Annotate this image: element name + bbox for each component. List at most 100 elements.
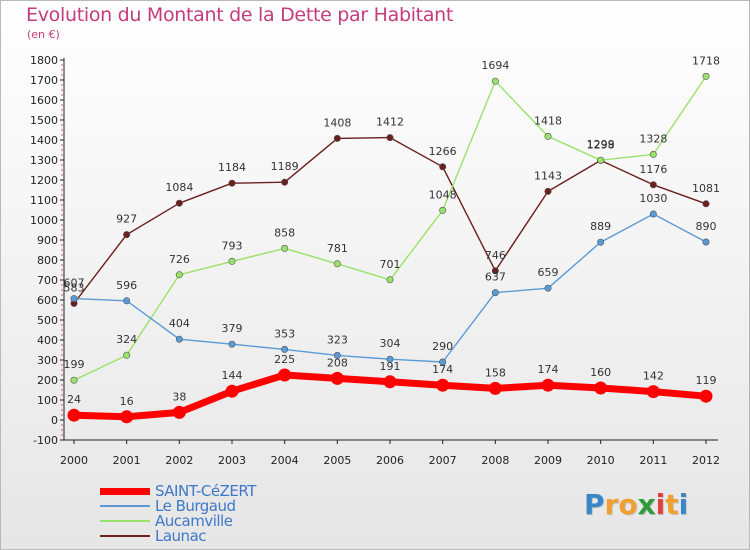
- data-point: [439, 206, 447, 214]
- legend-label: Aucamville: [155, 512, 233, 530]
- data-point: [544, 187, 552, 195]
- y-tick-label: 0: [51, 414, 58, 427]
- y-tick-label: 700: [37, 274, 58, 287]
- y-tick-label: -100: [33, 434, 58, 447]
- legend-swatch: [100, 505, 150, 507]
- x-tick-label: 2003: [218, 454, 246, 467]
- data-label: 160: [590, 366, 611, 379]
- x-tick-label: 2000: [60, 454, 88, 467]
- data-point: [491, 267, 499, 275]
- data-label: 199: [64, 358, 85, 371]
- data-point: [594, 381, 608, 395]
- legend-label: Launac: [155, 527, 207, 545]
- y-tick-label: 1500: [30, 114, 58, 127]
- y-tick-label: 1300: [30, 154, 58, 167]
- x-tick-label: 2004: [271, 454, 299, 467]
- data-label: 191: [380, 360, 401, 373]
- data-label: 927: [116, 213, 137, 226]
- proxiti-logo: Proxiti: [584, 488, 688, 521]
- data-label: 225: [274, 353, 295, 366]
- x-tick-label: 2005: [323, 454, 351, 467]
- data-label: 890: [696, 220, 717, 233]
- data-point: [386, 134, 394, 142]
- data-label: 1418: [534, 114, 562, 127]
- data-point: [386, 355, 394, 363]
- data-label: 1048: [429, 188, 457, 201]
- data-point: [281, 178, 289, 186]
- data-label: 1298: [587, 138, 615, 151]
- x-tick-label: 2010: [587, 454, 615, 467]
- data-point: [123, 351, 131, 359]
- data-label: 726: [169, 253, 190, 266]
- data-point: [702, 200, 710, 208]
- data-point: [228, 179, 236, 187]
- data-label: 596: [116, 279, 137, 292]
- data-label: 1184: [218, 161, 246, 174]
- data-point: [702, 72, 710, 80]
- x-tick-label: 2009: [534, 454, 562, 467]
- legend-label: Le Burgaud: [155, 497, 236, 515]
- data-point: [646, 385, 660, 399]
- legend-label: SAINT-CéZERT: [155, 482, 256, 500]
- data-point: [597, 238, 605, 246]
- data-label: 158: [485, 366, 506, 379]
- data-label: 858: [274, 226, 295, 239]
- x-tick-label: 2007: [429, 454, 457, 467]
- data-point: [175, 199, 183, 207]
- data-label: 16: [120, 395, 134, 408]
- data-label: 142: [643, 370, 664, 383]
- y-tick-label: 400: [37, 334, 58, 347]
- y-tick-label: 1000: [30, 214, 58, 227]
- data-label: 1408: [323, 116, 351, 129]
- data-label: 353: [274, 327, 295, 340]
- y-tick-label: 200: [37, 374, 58, 387]
- data-point: [175, 335, 183, 343]
- data-point: [120, 410, 134, 424]
- data-point: [488, 381, 502, 395]
- legend-swatch: [100, 520, 150, 522]
- data-point: [123, 297, 131, 305]
- data-point: [597, 156, 605, 164]
- data-point: [330, 371, 344, 385]
- y-tick-label: 1400: [30, 134, 58, 147]
- data-label: 1030: [639, 192, 667, 205]
- legend-swatch: [100, 487, 150, 495]
- data-point: [386, 276, 394, 284]
- data-label: 1694: [481, 59, 509, 72]
- data-label: 701: [380, 258, 401, 271]
- data-label: 144: [222, 369, 243, 382]
- data-point: [333, 134, 341, 142]
- data-label: 1718: [692, 54, 720, 67]
- data-label: 1266: [429, 145, 457, 158]
- data-point: [228, 257, 236, 265]
- x-tick-label: 2006: [376, 454, 404, 467]
- logo-letter: P: [584, 488, 605, 521]
- x-tick-label: 2002: [165, 454, 193, 467]
- data-point: [544, 284, 552, 292]
- data-point: [333, 351, 341, 359]
- y-tick-label: 100: [37, 394, 58, 407]
- data-point: [383, 375, 397, 389]
- y-tick-label: 1200: [30, 174, 58, 187]
- data-label: 379: [222, 322, 243, 335]
- data-point: [491, 77, 499, 85]
- data-label: 1084: [165, 181, 193, 194]
- data-label: 1299: [587, 138, 615, 151]
- data-point: [228, 340, 236, 348]
- data-point: [436, 378, 450, 392]
- logo-letter: r: [604, 488, 619, 521]
- data-label: 637: [485, 271, 506, 284]
- legend-swatch: [100, 535, 150, 537]
- data-label: 1176: [639, 163, 667, 176]
- y-tick-label: 800: [37, 254, 58, 267]
- y-tick-label: 900: [37, 234, 58, 247]
- data-label: 1412: [376, 116, 404, 129]
- data-point: [172, 405, 186, 419]
- data-label: 24: [67, 393, 81, 406]
- data-point: [70, 376, 78, 384]
- data-point: [699, 389, 713, 403]
- logo-letter: x: [637, 488, 656, 521]
- y-tick-label: 1700: [30, 74, 58, 87]
- data-point: [649, 181, 657, 189]
